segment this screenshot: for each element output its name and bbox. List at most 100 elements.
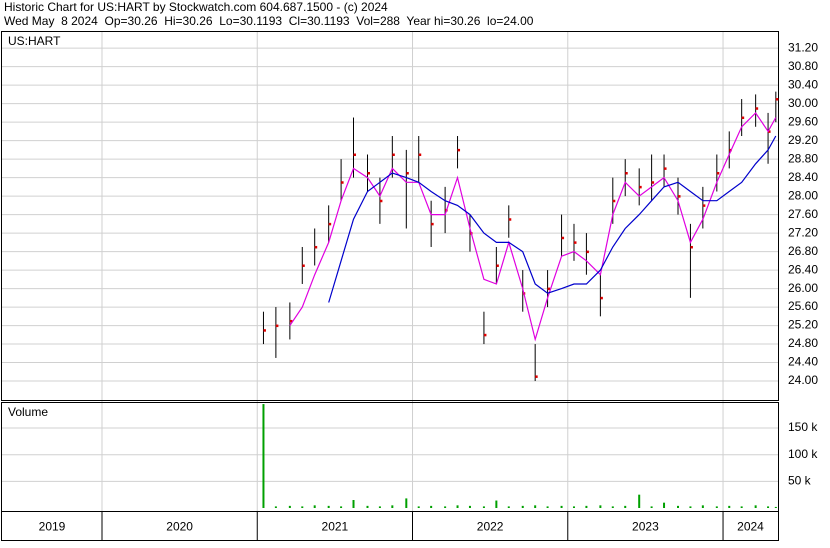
volume-bar (456, 505, 459, 508)
volume-bar (521, 505, 524, 508)
close-dot (586, 250, 589, 254)
close-dot (483, 333, 487, 337)
volume-bar (663, 502, 666, 508)
year-label: 2023 (632, 520, 659, 534)
volume-bar (572, 506, 575, 508)
chart-title: Historic Chart for US:HART by Stockwatch… (4, 0, 388, 14)
volume-bar (638, 494, 641, 508)
close-dot (612, 199, 616, 203)
volume-label: Volume (8, 405, 48, 419)
close-dot (768, 130, 771, 133)
close-dot (496, 264, 499, 267)
volume-bar (546, 506, 549, 508)
price-panel (1, 31, 779, 401)
close-dot (716, 172, 720, 175)
close-dot (600, 296, 603, 300)
y-tick-label: 24.00 (788, 373, 818, 387)
volume-bar (560, 505, 563, 508)
y2-tick-label: 100 k (788, 447, 818, 461)
close-dot (379, 199, 383, 203)
y-tick-label: 28.80 (788, 151, 818, 165)
volume-bar (767, 506, 770, 508)
close-dot (406, 172, 409, 175)
close-dot (392, 153, 395, 157)
volume-bar (378, 506, 381, 508)
volume-bar (391, 505, 394, 508)
volume-bar (650, 506, 653, 508)
close-dot (263, 329, 266, 332)
volume-bar (444, 506, 447, 508)
y-tick-label: 26.80 (788, 244, 818, 258)
y-tick-label: 30.80 (788, 59, 818, 73)
close-dot (328, 222, 332, 226)
close-dot (367, 172, 370, 175)
y-tick-label: 24.40 (788, 355, 818, 369)
symbol-label: US:HART (8, 34, 61, 48)
close-dot (508, 218, 512, 221)
year-label: 2022 (477, 520, 504, 534)
volume-bar (754, 505, 757, 508)
volume-bar (774, 506, 777, 508)
close-dot (573, 241, 577, 244)
close-dot (289, 319, 293, 323)
volume-bar (301, 506, 304, 508)
close-dot (457, 148, 461, 152)
y2-tick-label: 50 k (788, 474, 812, 488)
close-dot (775, 98, 779, 101)
volume-bar (327, 505, 330, 508)
volume-bar (715, 506, 718, 508)
volume-bar (495, 500, 498, 508)
y-tick-label: 29.20 (788, 133, 818, 147)
close-dot (664, 167, 667, 170)
average-line (328, 135, 777, 303)
volume-bar (701, 505, 704, 508)
y-tick-label: 30.40 (788, 77, 818, 91)
volume-bar (340, 506, 343, 508)
y-tick-label: 28.40 (788, 170, 818, 184)
volume-bar (262, 404, 265, 508)
volume-bar (740, 506, 743, 508)
close-dot (729, 148, 732, 152)
close-dot (353, 153, 357, 157)
close-dot (755, 107, 759, 110)
close-dot (690, 245, 693, 249)
volume-bar (352, 500, 355, 508)
volume-bar (599, 505, 602, 508)
volume-bar (468, 505, 471, 508)
year-label: 2020 (166, 520, 193, 534)
volume-bar (534, 505, 537, 508)
close-dot (547, 287, 551, 291)
volume-bar (417, 506, 420, 508)
year-label: 2019 (39, 520, 66, 534)
chart-subtitle: Wed May 8 2024 Op=30.26 Hi=30.26 Lo=30.1… (4, 14, 534, 28)
close-dot (678, 195, 681, 198)
close-dot (741, 116, 745, 120)
average-line (289, 111, 777, 342)
volume-bar (624, 505, 627, 508)
y-tick-label: 25.60 (788, 299, 818, 313)
y-tick-label: 26.00 (788, 281, 818, 295)
close-dot (625, 172, 628, 175)
volume-bar (677, 505, 680, 508)
y-tick-label: 28.00 (788, 188, 818, 202)
year-label: 2021 (322, 520, 349, 534)
y-tick-label: 30.00 (788, 96, 818, 110)
y-tick-label: 26.40 (788, 262, 818, 276)
close-dot (431, 222, 434, 226)
y-tick-label: 29.60 (788, 114, 818, 128)
volume-bar (405, 498, 408, 508)
close-dot (535, 375, 538, 378)
close-dot (314, 245, 318, 249)
y-tick-label: 24.80 (788, 336, 818, 350)
volume-bar (313, 505, 316, 508)
year-strip (1, 511, 779, 541)
volume-bar (274, 506, 277, 508)
volume-bar (585, 505, 588, 508)
volume-bar (366, 505, 369, 508)
year-label: 2024 (737, 520, 764, 534)
close-dot (651, 181, 655, 184)
close-dot (302, 264, 305, 267)
y-tick-label: 31.20 (788, 40, 818, 54)
